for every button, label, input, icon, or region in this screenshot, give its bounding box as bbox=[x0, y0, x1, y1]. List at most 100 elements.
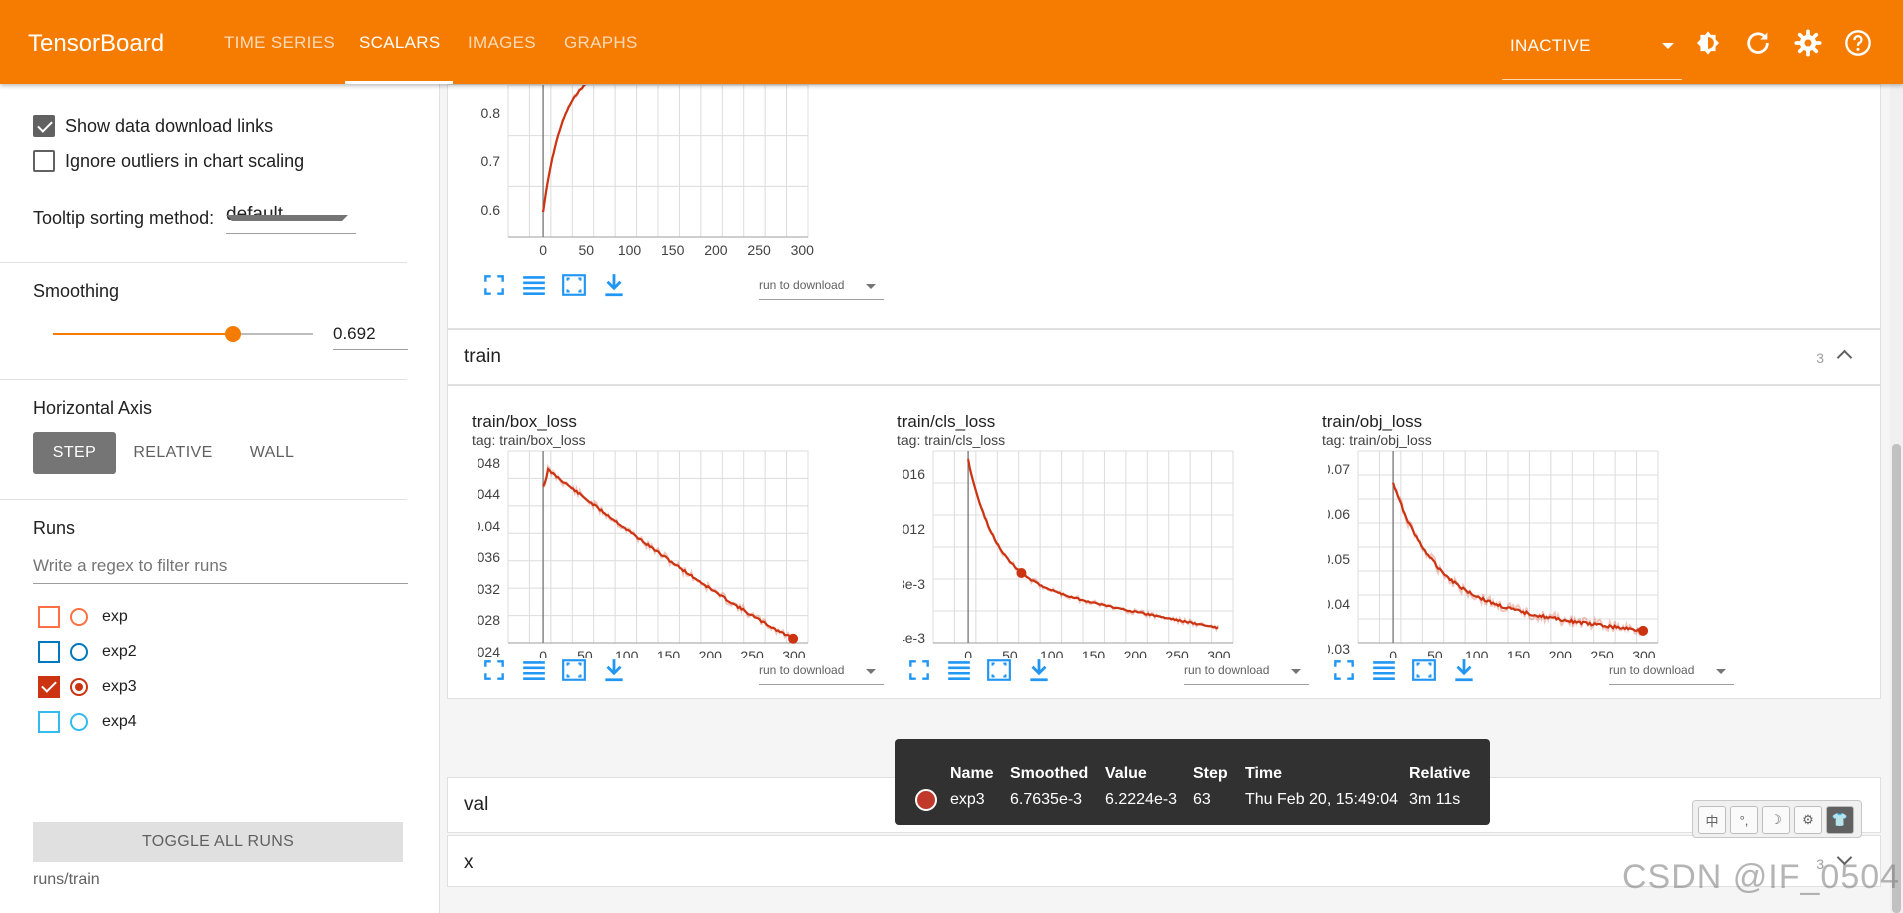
ignore-outliers-label: Ignore outliers in chart scaling bbox=[65, 150, 305, 171]
chart-cls-loss-plot[interactable]: 0 50 100 150 200 250 300 0.016 0.012 8e-3 4e-3 bbox=[903, 448, 1263, 658]
show-download-links-label: Show data download links bbox=[65, 115, 274, 136]
y-tick-label: 0.8 bbox=[481, 105, 501, 121]
app-title[interactable]: TensorBoard bbox=[28, 30, 165, 57]
axis-relative-button[interactable]: RELATIVE bbox=[133, 444, 213, 461]
run-radio[interactable] bbox=[70, 643, 88, 661]
x-tick-label: 250 bbox=[1165, 648, 1189, 658]
toggle-log-scale-icon[interactable] bbox=[1371, 657, 1397, 683]
fullscreen-icon[interactable] bbox=[906, 657, 932, 683]
y-tick-label: 0.6 bbox=[481, 202, 501, 218]
fit-domain-icon[interactable] bbox=[561, 272, 587, 298]
checkbox-checked-icon[interactable] bbox=[33, 115, 55, 137]
scrollbar-thumb[interactable] bbox=[1892, 444, 1901, 913]
run-item-exp2[interactable]: exp2 bbox=[38, 639, 137, 665]
smoothing-slider-thumb[interactable] bbox=[224, 326, 241, 342]
axis-wall-button[interactable]: WALL bbox=[249, 444, 295, 461]
run-checkbox[interactable] bbox=[38, 606, 60, 628]
fit-domain-icon[interactable] bbox=[1411, 657, 1437, 683]
ignore-outliers-checkbox[interactable]: Ignore outliers in chart scaling bbox=[33, 148, 304, 174]
group-header-train[interactable]: train 3 bbox=[447, 329, 1881, 385]
download-icon[interactable] bbox=[1026, 657, 1052, 683]
x-tick-label: 50 bbox=[1427, 648, 1443, 658]
download-icon[interactable] bbox=[601, 272, 627, 298]
chart-controls: run to download bbox=[906, 657, 1316, 687]
fullscreen-icon[interactable] bbox=[1331, 657, 1357, 683]
main-content: 0 50 100 150 200 250 300 0.8 0.7 0.6 run to downl… bbox=[447, 84, 1881, 913]
tooltip-time: Thu Feb 20, 15:49:04 bbox=[1245, 791, 1398, 808]
tab-scalars[interactable]: SCALARS bbox=[359, 33, 441, 52]
run-checkbox[interactable] bbox=[38, 711, 60, 733]
settings-icon[interactable] bbox=[1794, 29, 1822, 57]
toggle-log-scale-icon[interactable] bbox=[521, 272, 547, 298]
tooltip-sorting-select[interactable]: default bbox=[226, 202, 356, 234]
download-icon[interactable] bbox=[601, 657, 627, 683]
y-tick-label: 0.05 bbox=[1328, 551, 1350, 567]
axis-step-button[interactable]: STEP bbox=[33, 432, 116, 474]
toggle-all-runs-button[interactable]: TOGGLE ALL RUNS bbox=[33, 822, 403, 862]
chart-title-obj-loss: train/obj_loss bbox=[1322, 412, 1423, 431]
y-tick-label: 0.024 bbox=[478, 644, 500, 658]
checkbox-unchecked-icon[interactable] bbox=[33, 150, 55, 172]
run-radio[interactable] bbox=[70, 608, 88, 626]
run-to-download-select[interactable]: run to download bbox=[1609, 659, 1734, 685]
run-to-download-select[interactable]: run to download bbox=[759, 274, 884, 300]
run-item-exp[interactable]: exp bbox=[38, 604, 128, 630]
chart-title-box-loss: train/box_loss bbox=[472, 412, 577, 431]
smoothing-input[interactable]: 0.692 bbox=[333, 320, 408, 350]
tooltip-value: 6.2224e-3 bbox=[1105, 791, 1178, 808]
fit-domain-icon[interactable] bbox=[986, 657, 1012, 683]
tab-time-series[interactable]: TIME SERIES bbox=[224, 33, 335, 52]
run-checkbox[interactable] bbox=[38, 641, 60, 663]
punctuation-button[interactable]: °, bbox=[1730, 806, 1758, 834]
chart-top-plot[interactable]: 0 50 100 150 200 250 300 0.8 0.7 0.6 bbox=[478, 85, 838, 275]
run-radio[interactable] bbox=[70, 678, 88, 696]
x-tick-label: 150 bbox=[1082, 648, 1106, 658]
ime-chinese-button[interactable]: 中 bbox=[1698, 806, 1726, 834]
help-icon[interactable] bbox=[1844, 29, 1872, 57]
toggle-log-scale-icon[interactable] bbox=[521, 657, 547, 683]
run-item-exp3[interactable]: exp3 bbox=[38, 674, 137, 700]
toggle-log-scale-icon[interactable] bbox=[946, 657, 972, 683]
y-tick-label: 0.06 bbox=[1328, 506, 1350, 522]
tab-graphs[interactable]: GRAPHS bbox=[564, 33, 638, 52]
x-tick-label: 100 bbox=[618, 242, 642, 258]
fullscreen-icon[interactable] bbox=[481, 272, 507, 298]
run-to-download-label: run to download bbox=[1184, 663, 1270, 677]
run-radio[interactable] bbox=[70, 713, 88, 731]
refresh-icon[interactable] bbox=[1744, 29, 1772, 57]
fullscreen-icon[interactable] bbox=[481, 657, 507, 683]
x-tick-label: 300 bbox=[1632, 648, 1656, 658]
run-to-download-label: run to download bbox=[759, 663, 845, 677]
chart-controls: run to download bbox=[1331, 657, 1741, 687]
runs-filter-input[interactable]: Write a regex to filter runs bbox=[33, 554, 408, 584]
x-tick-label: 200 bbox=[704, 242, 728, 258]
tab-images[interactable]: IMAGES bbox=[468, 33, 536, 52]
train-charts-card: train/box_loss tag: train/box_loss 0 50 10… bbox=[447, 385, 1881, 699]
runs-label: Runs bbox=[33, 518, 76, 538]
chart-title-cls-loss: train/cls_loss bbox=[897, 412, 996, 431]
y-tick-label: 0.04 bbox=[1328, 596, 1350, 612]
smoothing-slider[interactable] bbox=[53, 326, 313, 342]
show-download-links-checkbox[interactable]: Show data download links bbox=[33, 113, 273, 139]
run-item-exp4[interactable]: exp4 bbox=[38, 709, 137, 735]
run-name: exp2 bbox=[102, 643, 137, 660]
fit-domain-icon[interactable] bbox=[561, 657, 587, 683]
brightness-icon[interactable] bbox=[1694, 29, 1722, 57]
chart-controls: run to download bbox=[481, 272, 891, 302]
scrollbar[interactable] bbox=[1890, 84, 1903, 913]
run-to-download-select[interactable]: run to download bbox=[759, 659, 884, 685]
plugin-select[interactable]: INACTIVE bbox=[1502, 26, 1682, 80]
x-tick-label: 50 bbox=[579, 242, 595, 258]
skin-icon[interactable]: 👕 bbox=[1826, 806, 1854, 834]
gear-icon[interactable]: ⚙ bbox=[1794, 806, 1822, 834]
run-checkbox[interactable] bbox=[38, 676, 60, 698]
chevron-up-icon[interactable] bbox=[1836, 349, 1853, 366]
chart-obj-loss-plot[interactable]: 0 50 100 150 200 250 300 0.07 0.06 0.05 0.04 0.03 bbox=[1328, 448, 1688, 658]
run-to-download-select[interactable]: run to download bbox=[1184, 659, 1309, 685]
chart-box-loss-plot[interactable]: 0 50 100 150 200 250 300 0.048 0.044 0.04 0.036 0.0… bbox=[478, 448, 838, 658]
group-header-x[interactable]: x 3 bbox=[447, 835, 1881, 887]
group-count: 3 bbox=[1816, 350, 1824, 366]
series-line-smoothed bbox=[542, 466, 794, 640]
download-icon[interactable] bbox=[1451, 657, 1477, 683]
moon-icon[interactable]: ☽ bbox=[1762, 806, 1790, 834]
